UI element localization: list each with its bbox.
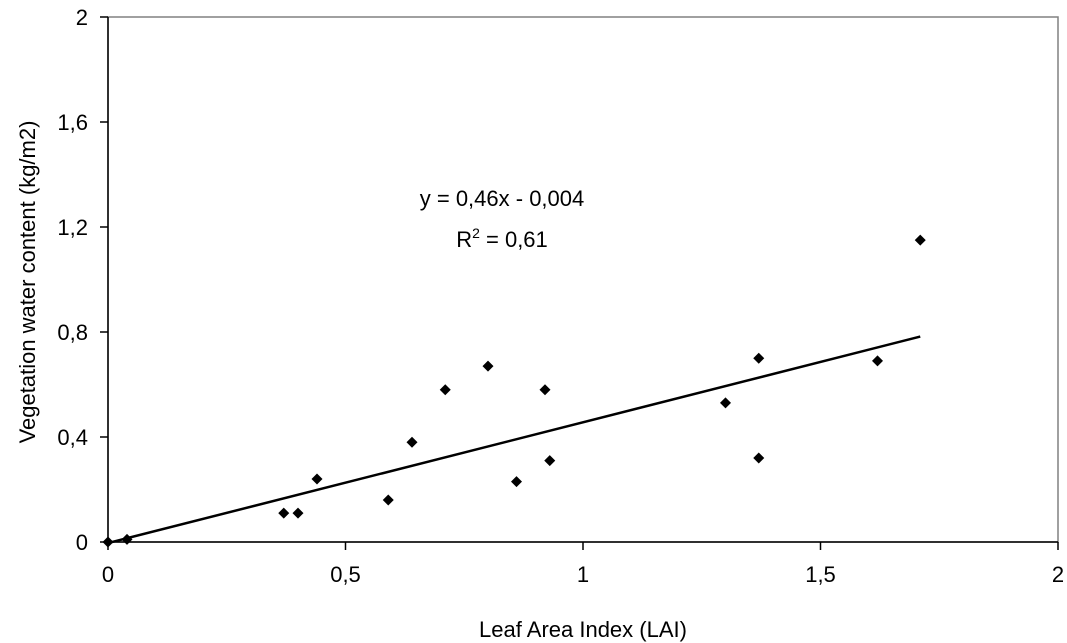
data-point [278,508,289,519]
data-points [103,235,926,548]
y-tick-label: 0 [76,530,88,555]
data-point [383,495,394,506]
data-point [103,537,114,548]
r-squared-label: R2 = 0,61 [456,225,548,252]
trendline-equation: y = 0,46x - 0,004 [420,186,585,211]
data-point [293,508,304,519]
y-tick-label: 2 [76,5,88,30]
trendline [108,337,920,543]
y-axis-title: Vegetation water content (kg/m2) [15,121,40,444]
data-point [720,397,731,408]
data-point [440,384,451,395]
data-point [915,235,926,246]
data-point [544,455,555,466]
data-point [122,534,133,545]
y-tick-label: 0,4 [57,425,88,450]
axes [108,17,1058,542]
data-point [511,476,522,487]
x-axis-title: Leaf Area Index (LAI) [479,617,687,642]
data-point [753,353,764,364]
x-tick-label: 0 [102,562,114,587]
r-squared-superscript: 2 [472,225,480,241]
tick-labels: 0 0,5 1 1,5 2 0 0,4 0,8 1,2 1,6 2 [57,5,1064,587]
data-point [872,355,883,366]
x-tick-label: 1,5 [805,562,836,587]
ticks [100,17,1058,550]
data-point [753,453,764,464]
y-tick-label: 1,6 [57,110,88,135]
x-tick-label: 1 [577,562,589,587]
data-point [407,437,418,448]
y-tick-label: 0,8 [57,320,88,345]
x-tick-label: 2 [1052,562,1064,587]
plot-frame [108,17,1058,542]
trendline-group [108,337,920,543]
x-tick-label: 0,5 [330,562,361,587]
data-point [540,384,551,395]
y-tick-label: 1,2 [57,215,88,240]
data-point [312,474,323,485]
r-squared-symbol: R [456,227,472,252]
data-point [483,361,494,372]
r-squared-value: = 0,61 [480,227,548,252]
